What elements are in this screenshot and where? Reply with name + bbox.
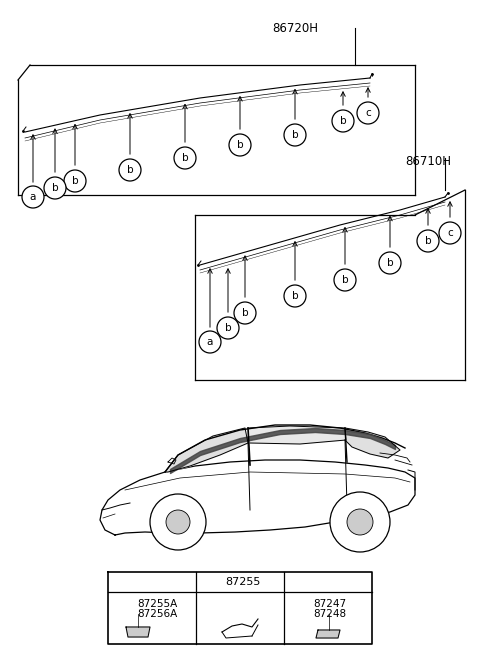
Text: c: c [365,108,371,118]
Circle shape [290,574,306,590]
Text: b: b [425,236,432,246]
Circle shape [22,186,44,208]
Circle shape [64,170,86,192]
Text: b: b [342,275,348,285]
Circle shape [229,134,251,156]
Polygon shape [248,426,346,444]
Circle shape [284,124,306,146]
Text: b: b [182,153,188,163]
Circle shape [417,230,439,252]
Polygon shape [165,428,248,472]
Circle shape [439,222,461,244]
Text: b: b [127,165,133,175]
Circle shape [357,102,379,124]
Circle shape [284,285,306,307]
Text: 87248: 87248 [313,609,347,619]
Text: b: b [207,577,213,587]
Text: c: c [447,228,453,238]
Text: b: b [52,183,58,193]
Text: 87247: 87247 [313,599,347,609]
Circle shape [234,302,256,324]
Text: b: b [237,140,243,150]
Circle shape [202,574,218,590]
Circle shape [347,509,373,535]
Text: 87255A: 87255A [137,599,177,609]
Polygon shape [195,215,465,380]
Circle shape [119,159,141,181]
Text: b: b [72,176,78,186]
Polygon shape [345,428,400,458]
Text: b: b [292,291,298,301]
Circle shape [217,317,239,339]
Text: b: b [292,130,298,140]
Polygon shape [316,630,340,638]
Text: b: b [225,323,231,333]
Text: 86710H: 86710H [405,155,451,168]
Circle shape [332,110,354,132]
Polygon shape [108,572,372,644]
Polygon shape [126,627,150,637]
Text: b: b [242,308,248,318]
Circle shape [334,269,356,291]
Text: a: a [30,192,36,202]
Circle shape [199,331,221,353]
Text: a: a [207,337,213,347]
Circle shape [150,494,206,550]
Circle shape [114,574,130,590]
Circle shape [330,492,390,552]
Circle shape [174,147,196,169]
Text: 87256A: 87256A [137,609,177,619]
Text: a: a [119,577,125,587]
Circle shape [166,510,190,534]
Polygon shape [100,460,415,535]
Circle shape [379,252,401,274]
Text: 87255: 87255 [225,577,260,587]
Text: b: b [387,258,393,268]
Text: 86720H: 86720H [272,22,318,35]
Text: b: b [340,116,346,126]
Polygon shape [18,65,415,195]
Circle shape [44,177,66,199]
Text: c: c [295,577,300,587]
